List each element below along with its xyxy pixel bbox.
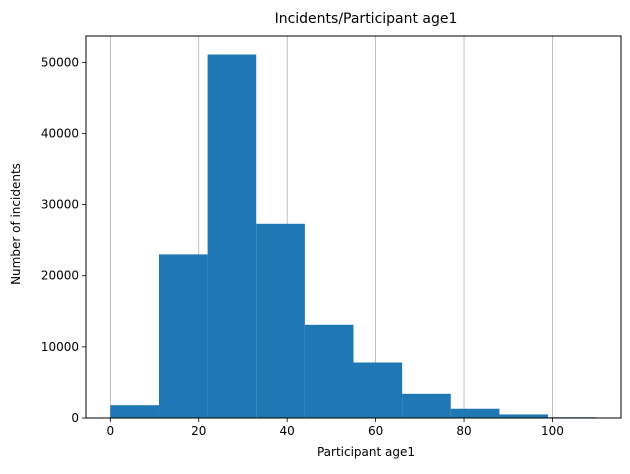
plot-frame	[85, 35, 622, 419]
y-tick-label: 20000	[41, 269, 79, 283]
y-axis-ticks: 0 10000 20000 30000 40000 50000	[41, 55, 86, 425]
y-tick-label: 10000	[41, 340, 79, 354]
histogram-bar	[158, 254, 208, 418]
histogram-bar	[450, 408, 500, 418]
histogram-bar	[353, 362, 403, 418]
y-tick-label: 50000	[41, 55, 79, 69]
x-axis-ticks: 0 20 40 60 80 100	[106, 418, 564, 438]
x-axis-label: Participant age1	[317, 445, 415, 459]
x-tick-label: 20	[191, 424, 206, 438]
histogram-bar	[402, 393, 451, 418]
histogram-bar	[256, 223, 305, 418]
x-tick-label: 80	[456, 424, 471, 438]
y-axis-label: Number of incidents	[9, 163, 23, 285]
x-tick-label: 60	[368, 424, 383, 438]
y-tick-label: 0	[71, 411, 79, 425]
chart-title: Incidents/Participant age1	[275, 11, 458, 27]
x-tick-label: 100	[541, 424, 564, 438]
histogram-bars	[110, 54, 597, 418]
y-tick-label: 40000	[41, 126, 79, 140]
histogram-bar	[110, 405, 159, 418]
histogram-bar	[304, 324, 354, 418]
y-tick-label: 30000	[41, 198, 79, 212]
histogram-bar	[499, 414, 549, 418]
x-tick-label: 40	[280, 424, 295, 438]
histogram-bar	[207, 54, 257, 418]
x-tick-label: 0	[106, 424, 114, 438]
